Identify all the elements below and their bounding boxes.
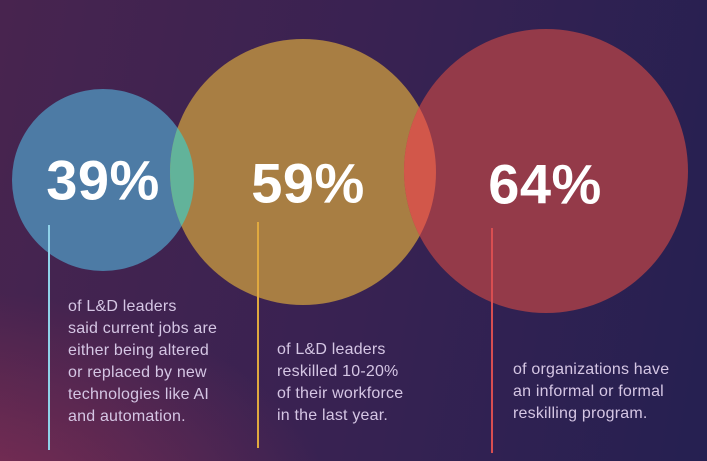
- desc-line: in the last year.: [277, 407, 389, 424]
- desc-line: said current jobs are: [68, 320, 218, 337]
- desc-line: of L&D leaders: [277, 341, 386, 358]
- stat-description-59: of L&D leaders reskilled 10-20% of their…: [277, 339, 403, 427]
- desc-line: technologies like AI: [68, 386, 209, 403]
- desc-line: of their workforce: [277, 385, 404, 402]
- desc-line: of organizations have: [513, 361, 670, 378]
- stat-description-64: of organizations have an informal or for…: [513, 359, 669, 425]
- desc-line: an informal or formal: [513, 383, 664, 400]
- circle-59-yellow: [170, 39, 436, 305]
- circle-39-blue: [12, 89, 194, 271]
- connector-line-59: [257, 222, 259, 448]
- desc-line: either being altered: [68, 342, 209, 359]
- desc-line: reskilled 10-20%: [277, 363, 399, 380]
- connector-line-39: [48, 225, 50, 450]
- desc-line: reskilling program.: [513, 405, 648, 422]
- stat-value-64: 64%: [488, 152, 602, 216]
- connector-line-64: [491, 228, 493, 453]
- stat-description-39: of L&D leaders said current jobs are eit…: [68, 296, 217, 428]
- circle-64-red: [404, 29, 688, 313]
- stat-value-59: 59%: [251, 151, 365, 215]
- desc-line: or replaced by new: [68, 364, 207, 381]
- stat-value-39: 39%: [46, 148, 160, 212]
- desc-line: of L&D leaders: [68, 298, 177, 315]
- desc-line: and automation.: [68, 408, 186, 425]
